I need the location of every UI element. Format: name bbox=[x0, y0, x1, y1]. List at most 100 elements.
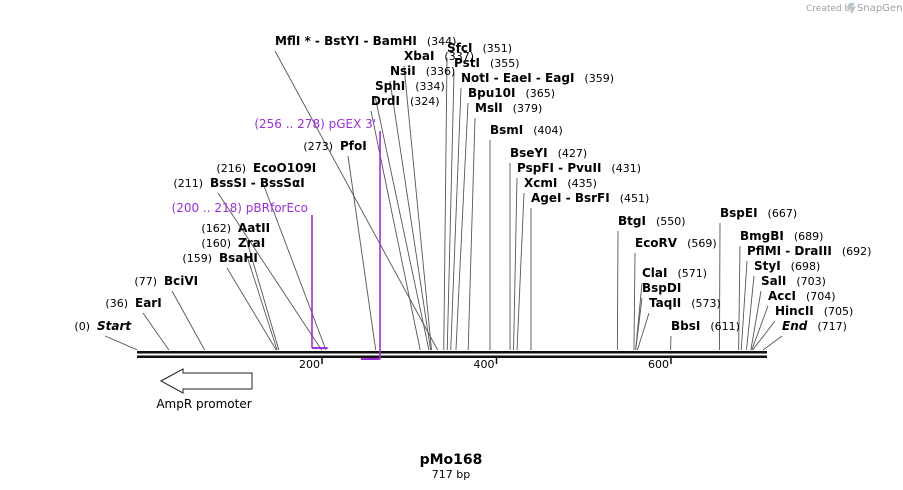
site-bsssi[interactable]: BssSI - BssSαI (211) bbox=[173, 176, 304, 190]
site-position: (355) bbox=[490, 57, 520, 70]
site-name: StyI bbox=[754, 259, 781, 273]
site-name: Start bbox=[97, 319, 132, 333]
site-bpu10i[interactable]: Bpu10I (365) bbox=[468, 86, 555, 100]
site-mfli[interactable]: MflI * - BstYI - BamHI (344) bbox=[275, 34, 456, 48]
site-position: (334) bbox=[415, 80, 445, 93]
site-bspei[interactable]: BspEI (667) bbox=[720, 206, 797, 220]
site-bcivi[interactable]: BciVI (77) bbox=[134, 274, 198, 288]
site-name: XbaI bbox=[404, 49, 434, 63]
site-position: (211) bbox=[173, 177, 203, 190]
site-nsii[interactable]: NsiI (336) bbox=[390, 64, 455, 78]
site-msli[interactable]: MslI (379) bbox=[475, 101, 542, 115]
primer-pgex3[interactable]: (256 .. 278) pGEX 3' bbox=[254, 117, 381, 360]
site-line-mfli bbox=[274, 50, 439, 351]
site-name: BspEI bbox=[720, 206, 758, 220]
site-bsahi[interactable]: BsaHI (159) bbox=[182, 251, 258, 265]
site-name: EcoRV bbox=[635, 236, 678, 250]
site-line-bspdi bbox=[635, 297, 643, 351]
site-position: (351) bbox=[482, 42, 512, 55]
site-name: XcmI bbox=[524, 176, 557, 190]
site-position: (571) bbox=[677, 267, 707, 280]
site-line-sali bbox=[750, 290, 762, 351]
site-line-xbai bbox=[403, 65, 432, 351]
site-name: AgeI - BsrFI bbox=[531, 191, 610, 205]
site-name: SfcI bbox=[447, 41, 472, 55]
site-name: AccI bbox=[768, 289, 796, 303]
site-sali[interactable]: SalI (703) bbox=[761, 274, 826, 288]
site-line-sphi bbox=[374, 95, 430, 351]
site-line-btgi bbox=[616, 230, 619, 351]
tick-label: 400 bbox=[474, 358, 495, 371]
site-line-msli bbox=[467, 117, 476, 351]
site-bseyi[interactable]: BseYI (427) bbox=[510, 146, 587, 160]
site-line-bcivi bbox=[171, 290, 206, 351]
site-btgi[interactable]: BtgI (550) bbox=[618, 214, 686, 228]
site-name: NsiI bbox=[390, 64, 416, 78]
site-drdi[interactable]: DrdI (324) bbox=[371, 94, 440, 108]
site-name: SphI bbox=[375, 79, 405, 93]
site-line-pflmi bbox=[740, 260, 748, 351]
site-bbsi[interactable]: BbsI (611) bbox=[671, 319, 740, 333]
site-bspdi[interactable]: BspDI bbox=[642, 281, 681, 295]
site-end[interactable]: End (717) bbox=[782, 319, 847, 333]
feature-ampr-promoter[interactable]: AmpR promoter bbox=[156, 368, 253, 411]
site-line-pfoi bbox=[347, 155, 377, 351]
site-name: DrdI bbox=[371, 94, 400, 108]
site-labels: Start (0) EarI (36) BciVI (77) BsaHI (159) ZraI (… bbox=[74, 34, 871, 333]
site-position: (689) bbox=[794, 230, 824, 243]
site-name: BspDI bbox=[642, 281, 681, 295]
site-noti[interactable]: NotI - EaeI - EagI (359) bbox=[461, 71, 614, 85]
site-sfci[interactable]: SfcI (351) bbox=[447, 41, 512, 55]
site-agei[interactable]: AgeI - BsrFI (451) bbox=[531, 191, 649, 205]
site-eari[interactable]: EarI (36) bbox=[105, 296, 161, 310]
site-start[interactable]: Start (0) bbox=[74, 319, 132, 333]
site-position: (160) bbox=[201, 237, 231, 250]
site-clai[interactable]: ClaI (571) bbox=[642, 266, 707, 280]
site-line-zrai bbox=[245, 252, 278, 351]
site-lines bbox=[104, 50, 783, 351]
site-position: (216) bbox=[216, 162, 246, 175]
ruler-ticks: 200 400 600 bbox=[299, 357, 672, 371]
primer-pbrforeco[interactable]: (200 .. 218) pBRforEco bbox=[172, 201, 328, 349]
site-line-pspfi bbox=[513, 177, 518, 351]
site-line-hincii bbox=[752, 320, 776, 351]
site-name: PstI bbox=[454, 56, 480, 70]
site-pflmi[interactable]: PflMI - DraIII (692) bbox=[747, 244, 871, 258]
site-pfoi[interactable]: PfoI (273) bbox=[303, 139, 366, 153]
site-hincii[interactable]: HincII (705) bbox=[775, 304, 853, 318]
site-position: (451) bbox=[620, 192, 650, 205]
tick-label: 200 bbox=[299, 358, 320, 371]
site-line-bsssi bbox=[217, 192, 322, 351]
site-position: (611) bbox=[710, 320, 740, 333]
site-styi[interactable]: StyI (698) bbox=[754, 259, 820, 273]
site-name: BmgBI bbox=[740, 229, 784, 243]
site-name: PflMI - DraIII bbox=[747, 244, 832, 258]
plasmid-name: pMo168 bbox=[420, 452, 483, 468]
site-position: (0) bbox=[74, 320, 90, 333]
site-line-acci bbox=[751, 305, 769, 351]
site-name: End bbox=[782, 319, 808, 333]
site-xbai[interactable]: XbaI (337) bbox=[404, 49, 474, 63]
site-zrai[interactable]: ZraI (160) bbox=[201, 236, 265, 250]
site-bmgbi[interactable]: BmgBI (689) bbox=[740, 229, 823, 243]
site-name: SalI bbox=[761, 274, 786, 288]
site-line-ecorv bbox=[633, 252, 636, 351]
site-taqii[interactable]: TaqII (573) bbox=[649, 296, 721, 310]
primer-name: pBRforEco bbox=[246, 201, 308, 215]
site-name: HincII bbox=[775, 304, 814, 318]
site-position: (379) bbox=[513, 102, 543, 115]
site-bsmi[interactable]: BsmI (404) bbox=[490, 123, 563, 137]
site-pspfi[interactable]: PspFI - PvuII (431) bbox=[517, 161, 641, 175]
primer-label: (256 .. 278) pGEX 3' bbox=[254, 117, 376, 131]
site-ecorv[interactable]: EcoRV (569) bbox=[635, 236, 717, 250]
site-psti[interactable]: PstI (355) bbox=[454, 56, 520, 70]
site-xcmi[interactable]: XcmI (435) bbox=[524, 176, 597, 190]
site-acci[interactable]: AccI (704) bbox=[768, 289, 836, 303]
site-name: Bpu10I bbox=[468, 86, 515, 100]
site-position: (435) bbox=[567, 177, 597, 190]
primer-layer: (200 .. 218) pBRforEco (256 .. 278) pGEX … bbox=[172, 117, 381, 360]
site-ecoo109i[interactable]: EcoO109I (216) bbox=[216, 161, 316, 175]
site-aatii[interactable]: AatII (162) bbox=[201, 221, 270, 235]
primer-range: (200 .. 218) bbox=[172, 201, 246, 215]
site-sphi[interactable]: SphI (334) bbox=[375, 79, 445, 93]
